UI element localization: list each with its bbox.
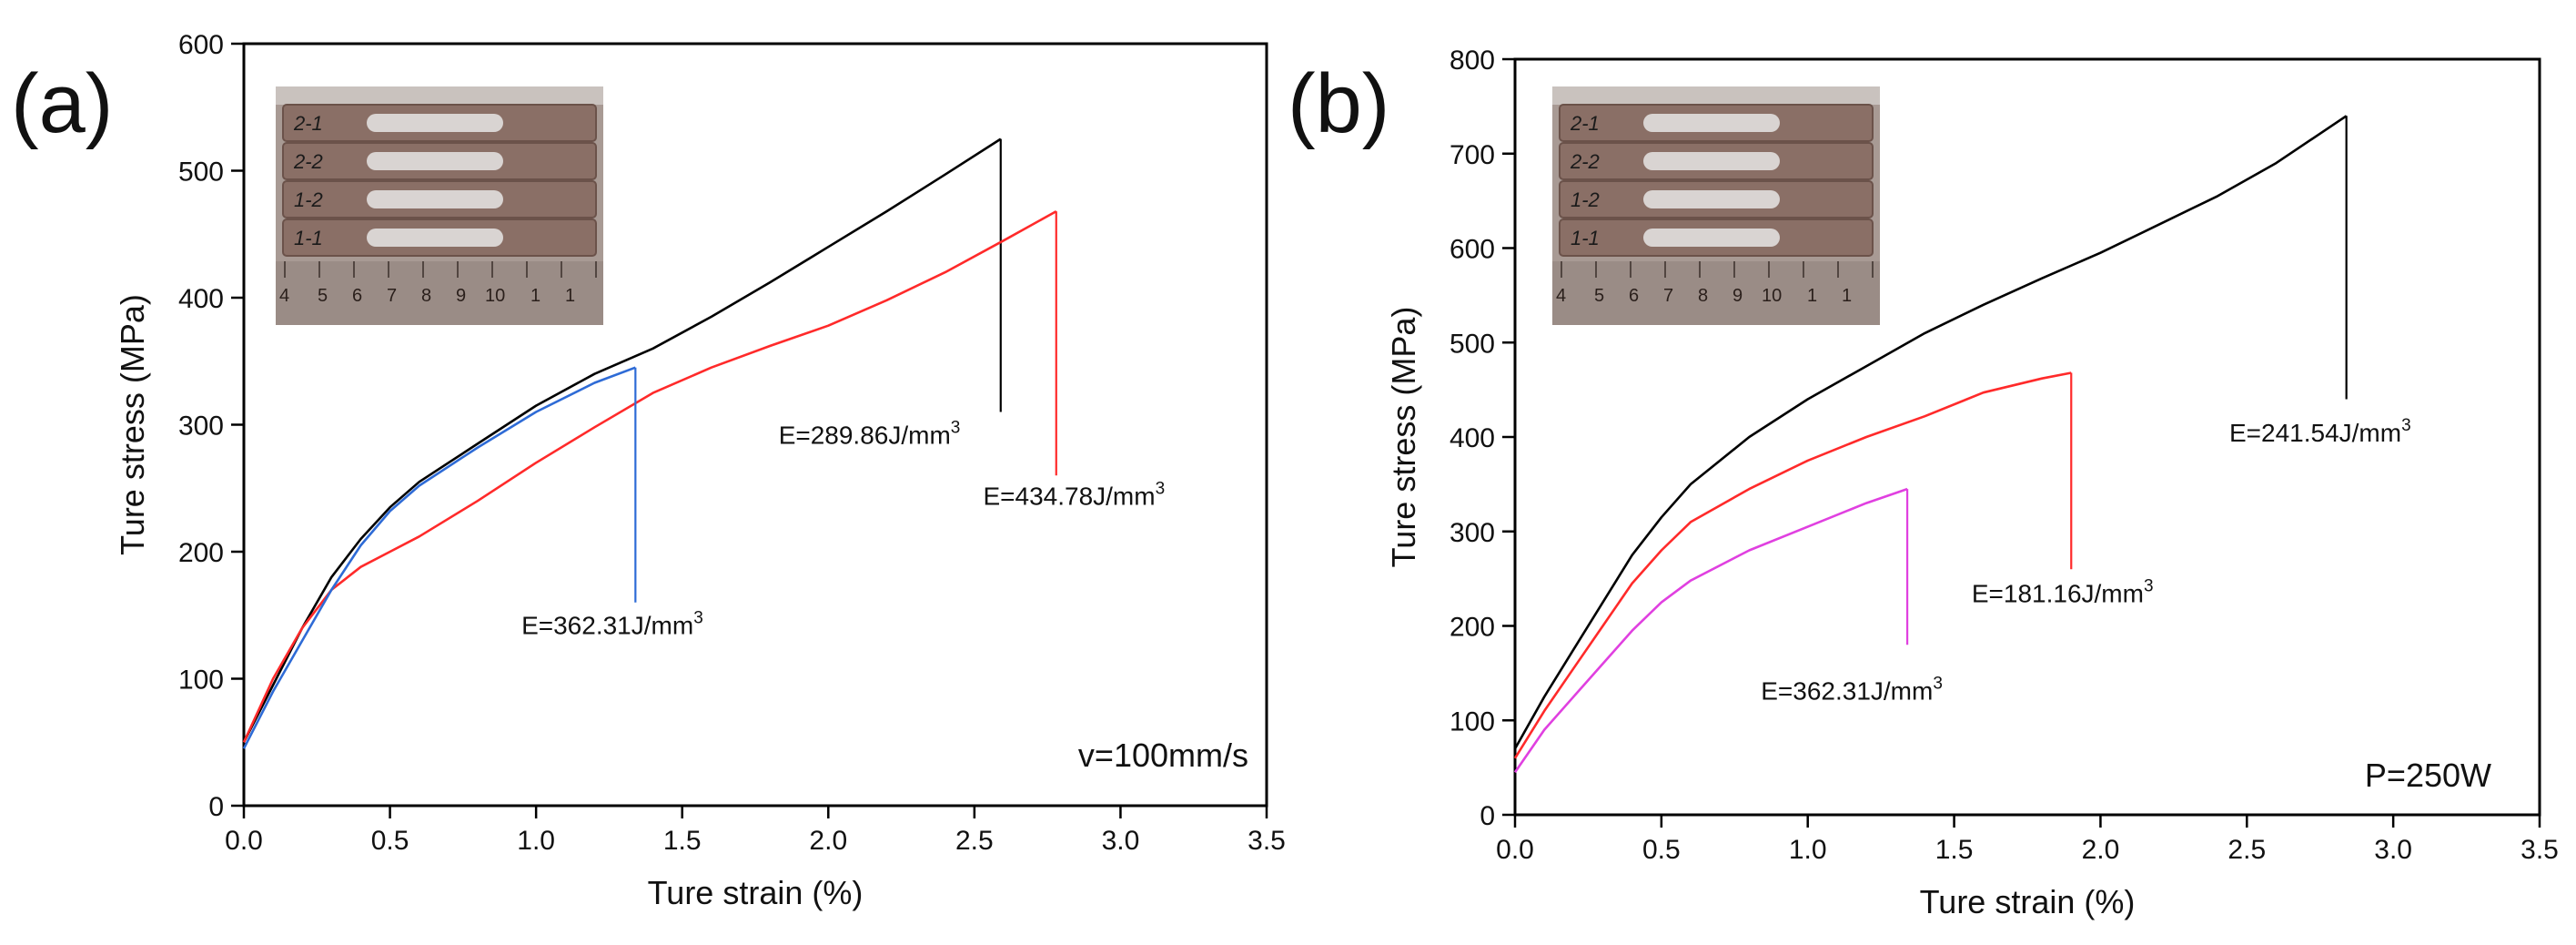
ruler-label: 4: [1556, 286, 1566, 306]
y-tick-label: 400: [178, 284, 224, 314]
axes-b: 0.0 0.5 1.0 1.5 2.0 2.5 3.0 3.5 0 100 200 300 400 500…: [1450, 46, 2559, 865]
energy-density-annotation: E=289.86J/mm3: [779, 418, 961, 449]
x-tick-label: 0.0: [225, 826, 263, 856]
x-tick-label: 3.0: [2374, 835, 2412, 865]
specimen-label: 1-1: [294, 227, 323, 249]
y-tick-label: 200: [178, 538, 224, 568]
y-tick-label: 500: [178, 158, 224, 188]
y-tick-label: 600: [1450, 235, 1495, 265]
x-tick-label: 2.0: [2082, 835, 2120, 865]
specimen-label: 2-2: [293, 150, 323, 173]
y-tick-label: 300: [1450, 518, 1495, 548]
panel-label-a: (a): [11, 57, 113, 150]
specimen-label: 1-1: [1571, 227, 1600, 249]
y-tick-label: 100: [178, 666, 224, 696]
series-group-a: [242, 137, 1057, 749]
energy-density-annotation: E=362.31J/mm3: [521, 609, 703, 640]
y-tick-label: 200: [1450, 613, 1495, 643]
specimen-label: 2-1: [293, 112, 323, 135]
x-axis-title-b: Ture strain (%): [1920, 883, 2136, 920]
x-tick-label: 1.5: [1935, 835, 1974, 865]
x-axis-title-a: Ture strain (%): [648, 874, 864, 911]
annotations-a: E=289.86J/mm3 E=434.78J/mm3 E=362.31J/mm3: [521, 418, 1165, 639]
specimen-label: 1-2: [294, 188, 323, 211]
y-tick-label: 500: [1450, 329, 1495, 359]
specimen-label: 1-2: [1571, 188, 1600, 211]
specimen-photo-inset-a: 2-1 2-2 1-2 1-1 4 5 6 7 8 9 10: [276, 86, 603, 325]
ruler-label: 10: [485, 286, 505, 306]
energy-density-annotation: E=362.31J/mm3: [1761, 674, 1943, 705]
specimen-label: 2-1: [1570, 112, 1600, 135]
chart-panel-b: (b) 2-1 2-2 1-2 1-1: [1288, 46, 2559, 920]
y-tick-label: 300: [178, 412, 224, 442]
x-tick-label: 2.5: [955, 826, 994, 856]
x-tick-label: 0.0: [1496, 835, 1534, 865]
y-tick-label: 100: [1450, 706, 1495, 737]
x-tick-label: 0.5: [1642, 835, 1681, 865]
ruler-label: 5: [1594, 286, 1604, 306]
axes-a: 0.0 0.5 1.0 1.5 2.0 2.5 3.0 3.5 0 100 200 300 400 500…: [178, 30, 1286, 856]
ruler-label: 9: [1732, 286, 1743, 306]
ruler-label: 7: [387, 286, 397, 306]
y-tick-label: 800: [1450, 46, 1495, 76]
y-axis-title-a: Ture stress (MPa): [114, 294, 151, 555]
specimen-photo-inset-b: 2-1 2-2 1-2 1-1 4 5 6 7 8 9 10 1: [1552, 86, 1880, 325]
chart-panel-a: (a) 2-1 2-2 1-2 1-1: [11, 30, 1286, 911]
x-tick-label: 3.5: [1248, 826, 1286, 856]
energy-density-annotation: E=241.54J/mm3: [2229, 416, 2411, 447]
y-tick-label: 0: [1480, 801, 1495, 831]
series-line: [242, 137, 1002, 743]
ruler-label: 1: [1842, 286, 1852, 306]
panel-label-b: (b): [1288, 57, 1389, 150]
ruler-label: 1: [1807, 286, 1817, 306]
ruler-label: 1: [565, 286, 575, 306]
y-tick-label: 0: [208, 792, 224, 822]
ruler-label: 8: [1698, 286, 1708, 306]
ruler-label: 9: [456, 286, 466, 306]
x-tick-label: 3.0: [1102, 826, 1140, 856]
x-tick-label: 3.5: [2520, 835, 2559, 865]
ruler-label: 7: [1663, 286, 1673, 306]
ruler-label: 1: [530, 286, 540, 306]
energy-density-annotation: E=181.16J/mm3: [1972, 577, 2154, 608]
energy-density-annotation: E=434.78J/mm3: [983, 479, 1165, 510]
condition-label-b: P=250W: [2365, 757, 2491, 794]
y-tick-label: 700: [1450, 140, 1495, 170]
y-tick-label: 400: [1450, 423, 1495, 453]
x-tick-label: 0.5: [371, 826, 409, 856]
annotations-b: E=241.54J/mm3 E=181.16J/mm3 E=362.31J/mm3: [1761, 416, 2410, 705]
x-tick-label: 1.0: [517, 826, 555, 856]
series-line: [242, 366, 636, 749]
ruler-label: 6: [1629, 286, 1639, 306]
series-line: [1513, 487, 1908, 774]
ruler-label: 5: [318, 286, 328, 306]
y-axis-title-b: Ture stress (MPa): [1385, 307, 1422, 568]
ruler-label: 6: [352, 286, 362, 306]
series-group-b: [1513, 115, 2348, 774]
series-line: [1513, 371, 2072, 759]
series-line: [1513, 115, 2348, 750]
ruler-label: 4: [279, 286, 289, 306]
x-tick-label: 1.0: [1789, 835, 1827, 865]
x-tick-label: 2.0: [809, 826, 847, 856]
y-tick-label: 600: [178, 30, 224, 60]
x-tick-label: 1.5: [663, 826, 702, 856]
ruler-label: 8: [421, 286, 431, 306]
x-tick-label: 2.5: [2227, 835, 2266, 865]
ruler-label: 10: [1762, 286, 1782, 306]
specimen-label: 2-2: [1570, 150, 1600, 173]
condition-label-a: v=100mm/s: [1078, 737, 1248, 774]
